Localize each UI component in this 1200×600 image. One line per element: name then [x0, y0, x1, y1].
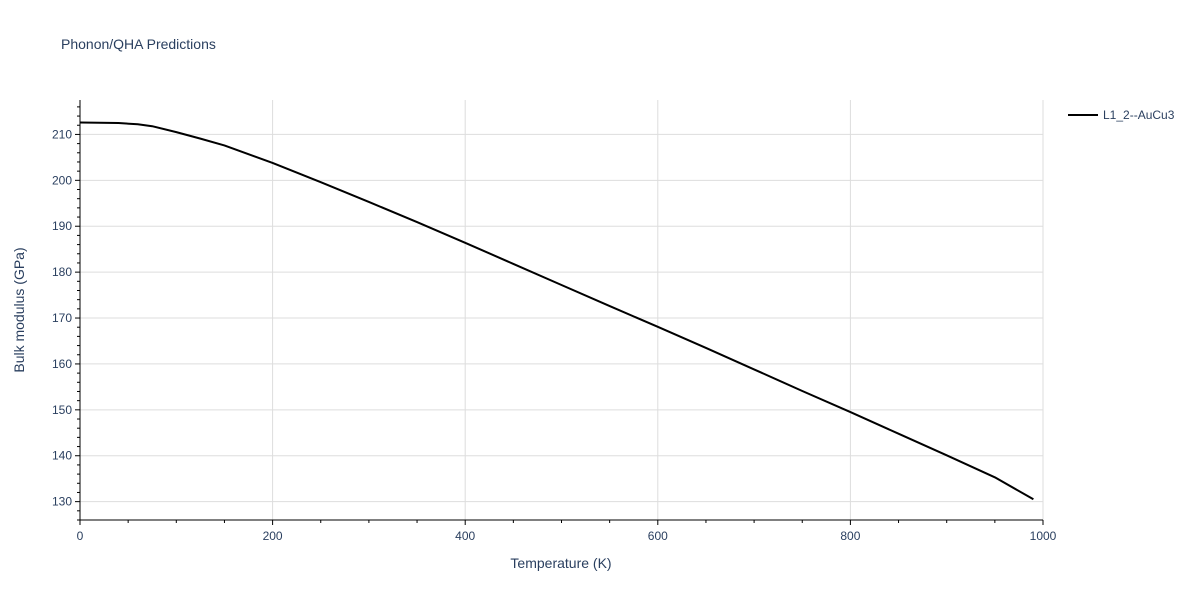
y-tick-label: 210 [52, 127, 72, 141]
y-tick-label: 180 [52, 265, 72, 279]
x-tick-label: 800 [840, 529, 860, 543]
y-tick-label: 170 [52, 311, 72, 325]
legend-item-label[interactable]: L1_2--AuCu3 [1103, 108, 1175, 122]
x-tick-label: 400 [455, 529, 475, 543]
gridlines [80, 100, 1044, 520]
y-axis-title: Bulk modulus (GPa) [11, 247, 27, 372]
x-tick-label: 600 [648, 529, 668, 543]
y-tick-label: 200 [52, 173, 72, 187]
y-tick-label: 130 [52, 495, 72, 509]
x-tick-label: 1000 [1030, 529, 1057, 543]
x-tick-label: 200 [263, 529, 283, 543]
x-axis-title: Temperature (K) [510, 555, 611, 571]
y-tick-label: 190 [52, 219, 72, 233]
chart-title: Phonon/QHA Predictions [61, 36, 216, 52]
y-tick-label: 160 [52, 357, 72, 371]
legend[interactable]: L1_2--AuCu3 [1068, 108, 1175, 122]
x-tick-label: 0 [77, 529, 84, 543]
axes: 0 200 400 600 800 1000 130 140 150 160 170 180 190 20… [52, 100, 1057, 543]
series-line-1 [79, 121, 1034, 501]
series-group [79, 121, 1034, 501]
y-tick-label: 150 [52, 403, 72, 417]
y-tick-label: 140 [52, 449, 72, 463]
